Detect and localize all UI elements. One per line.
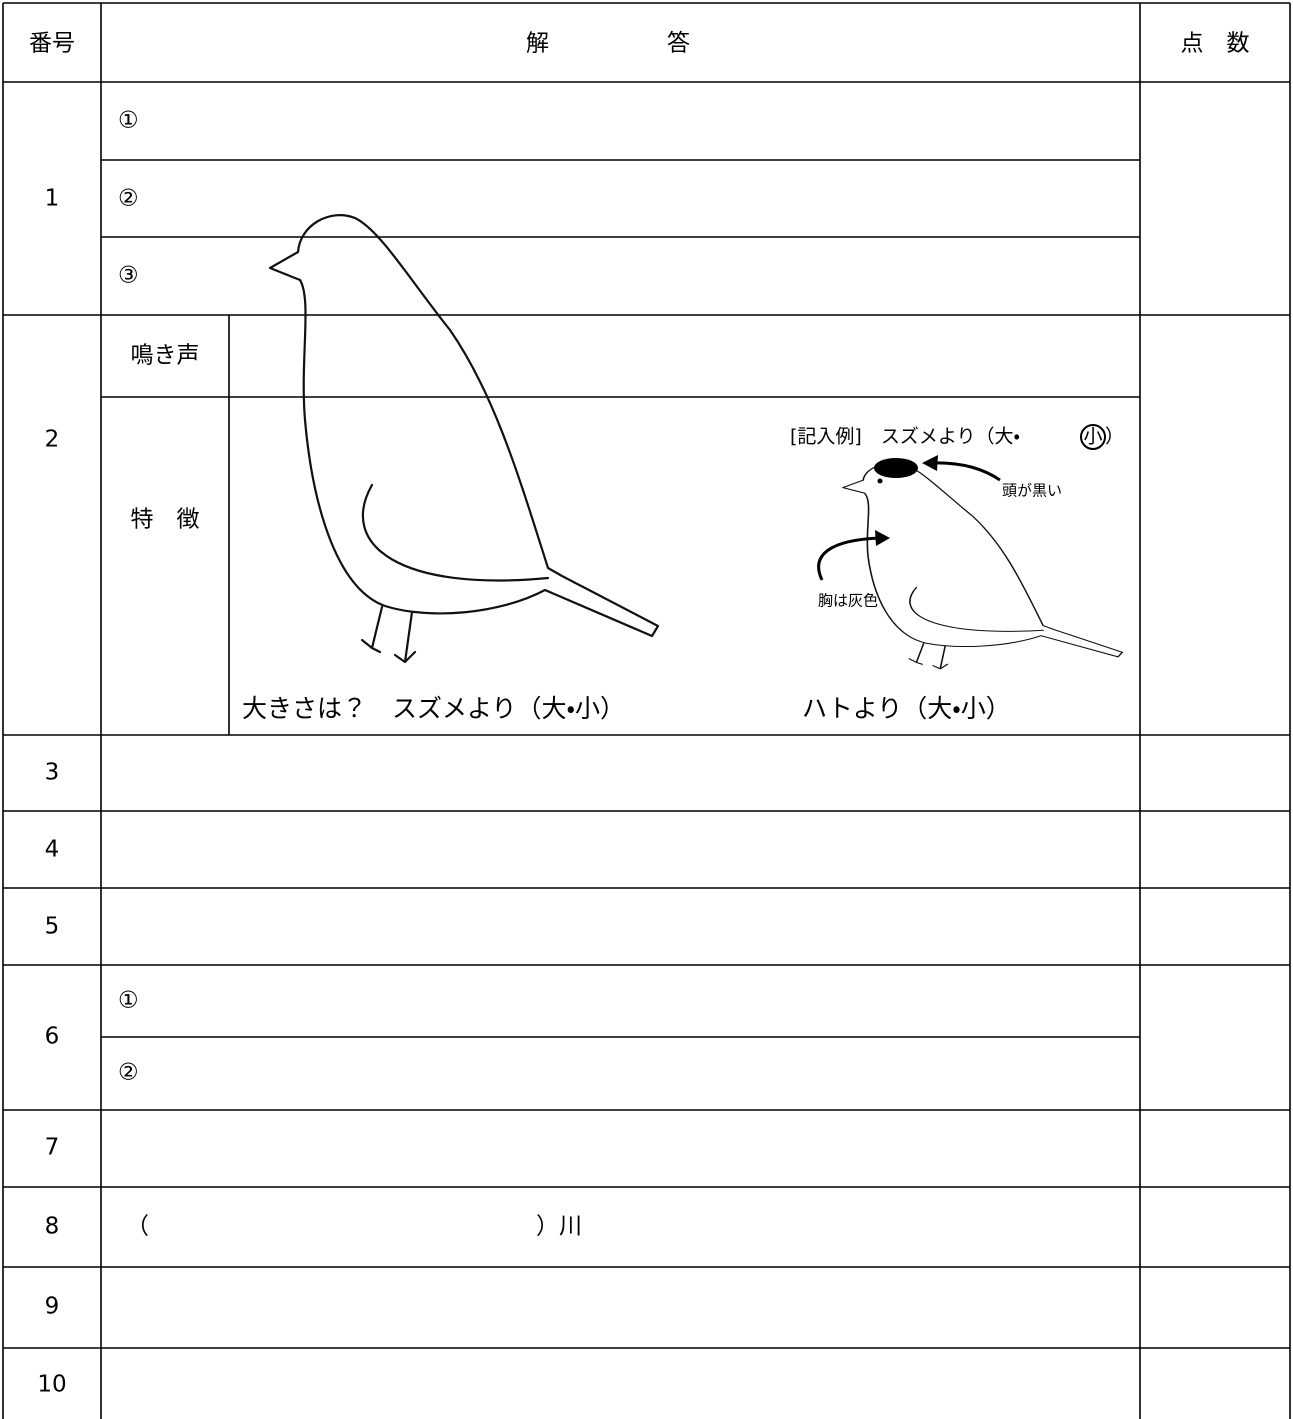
part-label: ① [118, 988, 139, 1014]
example-circled: 小 [1083, 426, 1102, 448]
question-number: 7 [45, 1135, 60, 1161]
part-label: ② [118, 1060, 139, 1086]
header-answer: 解 答 [526, 31, 714, 57]
question-number: 8 [45, 1214, 60, 1240]
header-score: 点 数 [1181, 31, 1250, 57]
question-number: 5 [45, 914, 60, 940]
example-text: [記入例] スズメより（大・ [790, 426, 1020, 448]
part-label: ① [118, 108, 139, 134]
part-label: ③ [118, 263, 139, 289]
part-label: ）川 [536, 1214, 582, 1240]
example-text: ） [1105, 426, 1124, 448]
question-number: 6 [45, 1024, 60, 1050]
question-number: 10 [37, 1372, 66, 1398]
pigeon-comparison: ハトより（大・小） [802, 694, 1011, 723]
header-number: 番号 [29, 31, 75, 57]
sparrow-drawing [268, 214, 660, 664]
example-annotations [817, 424, 1106, 581]
chest-note: 胸は灰色 [818, 592, 878, 610]
question-number: 4 [45, 837, 60, 863]
feature-label: 特 徴 [131, 507, 200, 533]
question-number: 9 [45, 1294, 60, 1320]
question-number: 3 [45, 760, 60, 786]
question-number: 2 [45, 427, 60, 453]
part-label: （ [126, 1214, 149, 1240]
part-label: ② [118, 186, 139, 212]
call-label: 鳴き声 [131, 343, 200, 369]
example-bird-drawing [842, 462, 1124, 670]
head-note: 頭が黒い [1002, 482, 1062, 500]
size-question: 大きさは？ スズメより（大・小） [242, 694, 625, 723]
question-number: 1 [45, 186, 60, 212]
